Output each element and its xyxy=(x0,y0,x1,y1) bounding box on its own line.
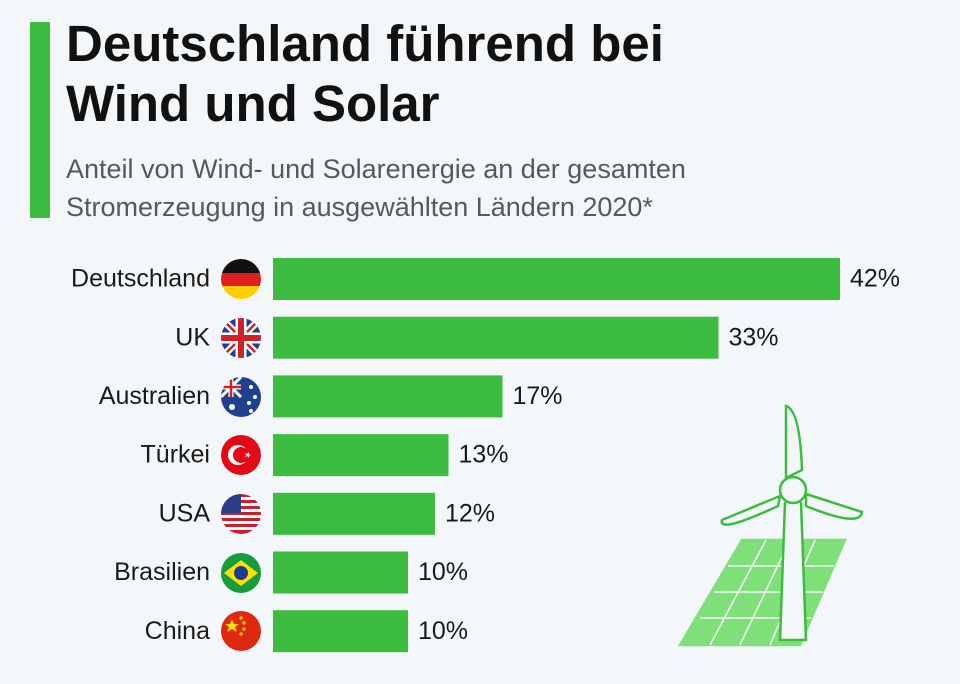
category-label: China xyxy=(145,617,210,645)
value-label: 13% xyxy=(459,441,509,469)
bar xyxy=(273,258,840,300)
flag xyxy=(221,318,261,358)
bar xyxy=(273,551,408,594)
value-label: 10% xyxy=(418,617,468,645)
flag xyxy=(221,494,261,534)
bar xyxy=(273,610,408,653)
flag xyxy=(221,611,261,651)
value-label: 12% xyxy=(445,499,495,527)
category-label: USA xyxy=(159,499,211,527)
chart-title: Deutschland führend bei Wind und Solar xyxy=(66,15,664,132)
flag xyxy=(221,553,261,593)
flag xyxy=(221,435,261,475)
value-label: 42% xyxy=(850,265,900,293)
bar xyxy=(273,434,449,477)
flag xyxy=(221,377,261,417)
bar xyxy=(273,492,435,535)
flag xyxy=(221,259,261,299)
illustration xyxy=(677,404,864,647)
bar xyxy=(273,375,503,418)
value-label: 10% xyxy=(418,558,468,586)
bar xyxy=(273,316,719,359)
chart-subtitle: Anteil von Wind- und Solarenergie an der… xyxy=(66,154,686,222)
value-label: 17% xyxy=(513,382,563,410)
category-label: Deutschland xyxy=(71,265,210,293)
category-label: Brasilien xyxy=(114,558,210,586)
category-label: UK xyxy=(175,323,210,351)
value-label: 33% xyxy=(729,323,779,351)
category-label: Türkei xyxy=(141,441,210,469)
accent-bar xyxy=(30,22,50,218)
category-label: Australien xyxy=(99,382,210,410)
